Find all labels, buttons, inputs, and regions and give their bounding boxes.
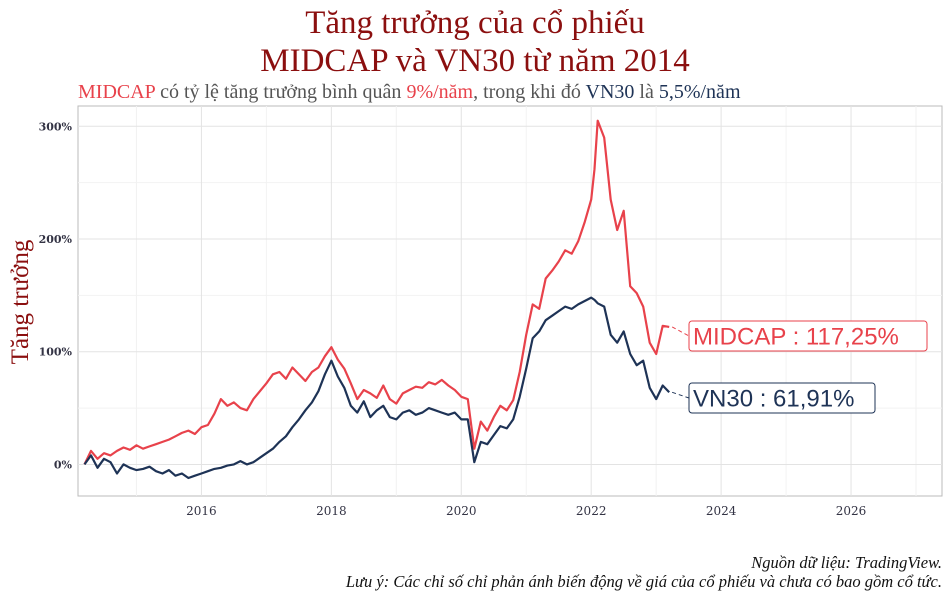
subtitle-text-1: có tỷ lệ tăng trưởng bình quân — [155, 81, 407, 103]
source-caption: Nguồn dữ liệu: TradingView. — [751, 553, 942, 572]
subtitle-vn30: VN30 — [585, 81, 635, 103]
note-caption: Lưu ý: Các chỉ số chỉ phản ánh biến động… — [345, 572, 942, 591]
end-label-connector — [671, 391, 690, 399]
x-tick-label: 2026 — [836, 504, 867, 518]
x-tick-label: 2018 — [316, 504, 347, 518]
end-labels: MIDCAP : 117,25% VN30 : 61,91% — [671, 320, 928, 414]
subtitle-midcap: MIDCAP — [78, 81, 156, 103]
series-line-midcap — [83, 119, 670, 465]
chart-title-line2: MIDCAP và VN30 từ năm 2014 — [260, 43, 690, 79]
x-axis: 2016 2018 2020 2022 2024 2026 — [186, 504, 866, 518]
x-tick-label: 2022 — [576, 504, 607, 518]
chart-subtitle: MIDCAP có tỷ lệ tăng trưởng bình quân 9%… — [78, 81, 741, 104]
plot-area — [77, 105, 943, 497]
end-label-vn30: VN30 : 61,91% — [693, 386, 854, 413]
x-tick-label: 2024 — [706, 504, 737, 518]
subtitle-text-2: , trong khi đó — [473, 81, 586, 103]
grid-lines — [78, 106, 942, 496]
series-line-vn30 — [83, 296, 670, 480]
y-axis: 0% 100% 200% 300% — [39, 120, 73, 471]
end-label-connector — [671, 326, 690, 337]
y-tick-label: 100% — [39, 346, 73, 359]
chart-title-line1: Tăng trưởng của cổ phiếu — [305, 5, 645, 41]
series-lines — [83, 119, 670, 480]
end-label-midcap: MIDCAP : 117,25% — [693, 324, 899, 351]
subtitle-midcap-rate: 9%/năm — [406, 81, 474, 103]
x-tick-label: 2016 — [186, 504, 217, 518]
y-tick-label: 0% — [54, 458, 73, 471]
y-axis-label: Tăng trưởng — [7, 239, 34, 364]
end-label-box — [688, 320, 928, 352]
subtitle-text-3: là — [634, 81, 659, 103]
subtitle-vn30-rate: 5,5%/năm — [658, 81, 741, 103]
y-tick-label: 300% — [39, 120, 73, 133]
x-tick-label: 2020 — [446, 504, 477, 518]
end-label-box — [688, 382, 876, 414]
y-tick-label: 200% — [39, 233, 73, 246]
